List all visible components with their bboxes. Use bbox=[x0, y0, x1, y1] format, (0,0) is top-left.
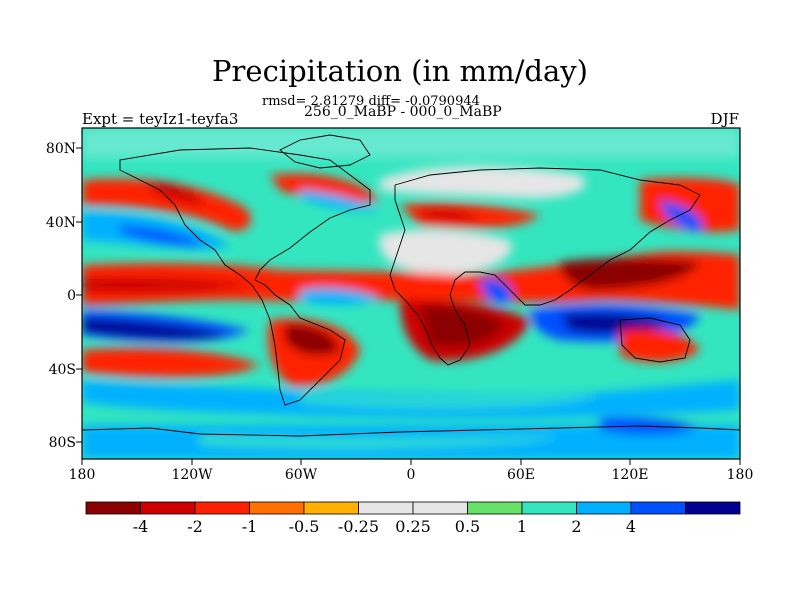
colorbar-tick-label: 0.5 bbox=[454, 517, 481, 536]
colorbar-swatch bbox=[412, 501, 468, 515]
lat-label-0: 0 bbox=[67, 288, 76, 304]
coastlines bbox=[81, 134, 741, 437]
colorbar bbox=[85, 501, 741, 515]
precip-field bbox=[82, 128, 740, 459]
lon-label-120w: 120W bbox=[171, 467, 213, 483]
colorbar-tick-label: -2 bbox=[187, 517, 203, 536]
lon-label-60e: 60E bbox=[506, 467, 536, 483]
lat-label-40s: 40S bbox=[48, 362, 76, 378]
experiment-label: Expt = teyIz1-teyfa3 bbox=[82, 110, 239, 128]
lon-label-0: 0 bbox=[406, 467, 416, 483]
colorbar-swatch bbox=[358, 501, 414, 515]
colorbar-swatch bbox=[576, 501, 632, 515]
lat-label-80s: 80S bbox=[48, 435, 76, 451]
colorbar-swatch bbox=[85, 501, 141, 515]
lon-label-60w: 60W bbox=[284, 467, 318, 483]
colorbar-tick-label: -0.5 bbox=[288, 517, 320, 536]
colorbar-tick-label: -4 bbox=[132, 517, 149, 536]
colorbar-tick-label: 1 bbox=[516, 517, 528, 536]
plot-title: Precipitation (in mm/day) bbox=[212, 54, 588, 88]
colorbar-tick-label: -0.25 bbox=[337, 517, 380, 536]
colorbar-swatch bbox=[685, 501, 741, 515]
colorbar-swatch bbox=[521, 501, 577, 515]
colorbar-tick-label: 4 bbox=[625, 517, 637, 536]
period-label: 256_0_MaBP - 000_0_MaBP bbox=[304, 104, 502, 120]
lon-label-120e: 120E bbox=[611, 467, 649, 483]
season-label: DJF bbox=[710, 110, 739, 128]
colorbar-swatch bbox=[467, 501, 523, 515]
lon-label-180w: 180 bbox=[68, 467, 96, 483]
colorbar-swatch bbox=[303, 501, 359, 515]
colorbar-tick-label: 0.25 bbox=[395, 517, 431, 536]
colorbar-tick-label: -1 bbox=[241, 517, 258, 536]
colorbar-swatch bbox=[630, 501, 686, 515]
colorbar-swatch bbox=[140, 501, 196, 515]
lat-label-40n: 40N bbox=[45, 215, 76, 231]
axis-ticks bbox=[76, 147, 741, 465]
lon-label-180e: 180 bbox=[726, 467, 754, 483]
stats-line: rmsd= 2.81279 diff= -0.0790944 bbox=[262, 94, 480, 109]
colorbar-tick-label: 2 bbox=[571, 517, 582, 536]
colorbar-swatch bbox=[194, 501, 250, 515]
lat-label-80n: 80N bbox=[45, 141, 76, 157]
colorbar-swatch bbox=[249, 501, 305, 515]
